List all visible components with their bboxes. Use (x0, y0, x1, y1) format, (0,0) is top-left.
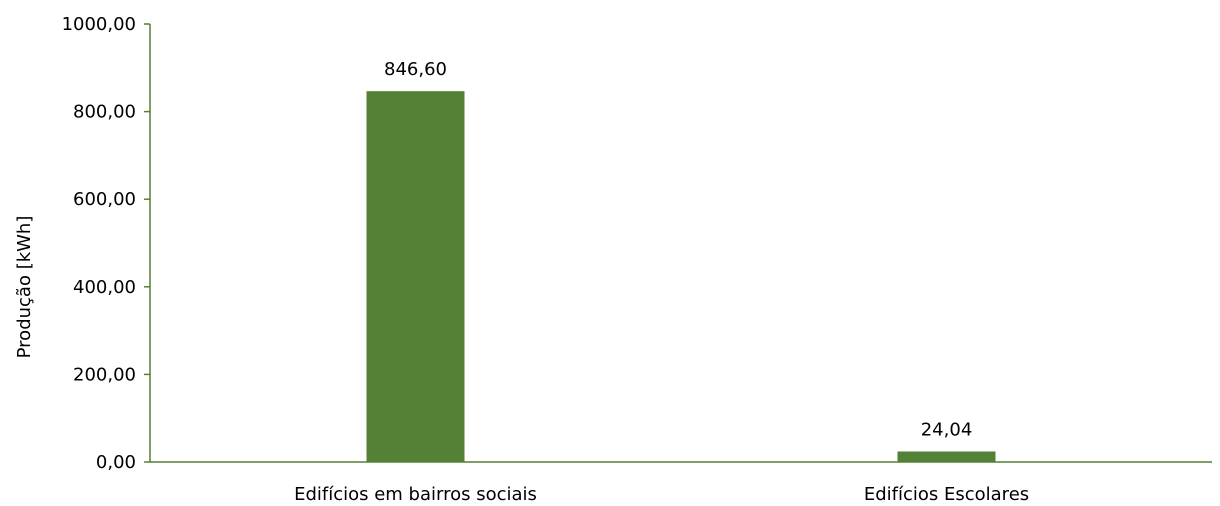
y-tick-label: 600,00 (73, 189, 136, 210)
bars (366, 91, 996, 462)
bar (366, 91, 465, 462)
bar-value-label: 846,60 (384, 59, 447, 80)
x-category-label: Edifícios Escolares (864, 484, 1029, 505)
y-axis-title: Produção [kWh] (14, 216, 35, 359)
bar-value-label: 24,04 (921, 419, 973, 440)
y-tick-label: 1000,00 (62, 14, 136, 35)
x-category-label: Edifícios em bairros sociais (294, 484, 537, 505)
x-axis-labels: Edifícios em bairros sociais Edifícios Es… (294, 484, 1029, 505)
y-axis-ticks: 0,00 200,00 400,00 600,00 800,00 1000,00 (62, 14, 150, 473)
data-labels: 846,60 24,04 (384, 59, 972, 440)
y-tick-label: 400,00 (73, 277, 136, 298)
bar (897, 451, 996, 462)
y-tick-label: 800,00 (73, 102, 136, 123)
y-tick-label: 200,00 (73, 364, 136, 385)
y-tick-label: 0,00 (96, 452, 136, 473)
